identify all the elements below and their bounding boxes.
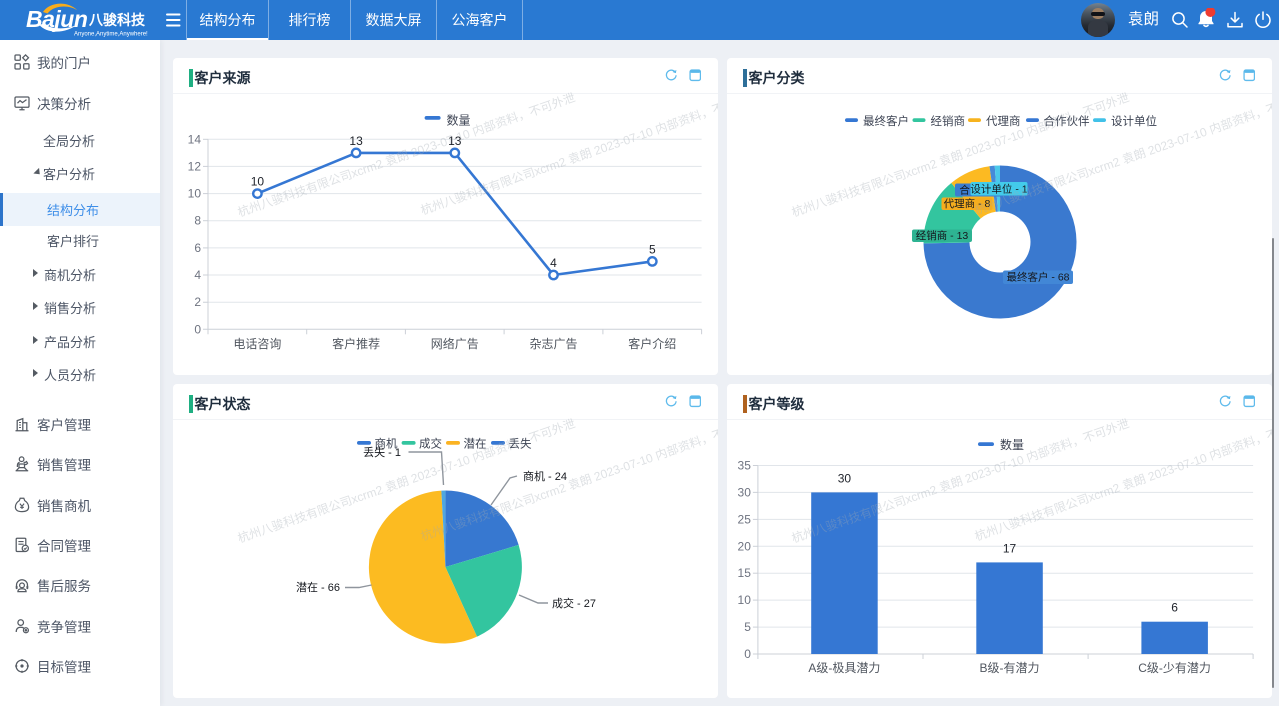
svg-text:客户推荐: 客户推荐 [332, 336, 380, 351]
svg-text:潜在: 潜在 [464, 436, 487, 450]
svg-text:丢失: 丢失 [509, 437, 532, 450]
svg-text:合作伙伴: 合作伙伴 [1044, 114, 1090, 128]
svg-text:14: 14 [188, 132, 202, 146]
svg-text:10: 10 [251, 175, 265, 189]
svg-text:八骏科技: 八骏科技 [88, 12, 146, 28]
svg-text:丢失 - 1: 丢失 - 1 [363, 446, 401, 459]
svg-text:5: 5 [649, 242, 656, 256]
svg-text:B级-有潜力: B级-有潜力 [979, 661, 1039, 675]
svg-text:C级-少有潜力: C级-少有潜力 [1138, 661, 1211, 675]
svg-text:杂志广告: 杂志广告 [529, 337, 577, 351]
svg-text:最终客户: 最终客户 [863, 114, 909, 128]
svg-text:设计单位: 设计单位 [1111, 114, 1157, 128]
svg-text:经销商 - 13: 经销商 - 13 [916, 229, 969, 242]
svg-text:35: 35 [738, 459, 752, 473]
svg-text:4: 4 [194, 268, 201, 282]
svg-text:数量: 数量 [1000, 437, 1024, 452]
svg-text:潜在 - 66: 潜在 - 66 [296, 580, 340, 594]
svg-text:8: 8 [194, 214, 201, 228]
svg-text:13: 13 [349, 134, 363, 148]
svg-text:25: 25 [738, 512, 752, 526]
svg-text:5: 5 [744, 620, 751, 634]
svg-text:30: 30 [738, 485, 752, 499]
svg-text:0: 0 [194, 322, 201, 336]
svg-text:网络广告: 网络广告 [431, 336, 479, 351]
svg-text:A级-极具潜力: A级-极具潜力 [808, 661, 880, 675]
svg-text:6: 6 [194, 241, 201, 255]
svg-text:设计单位 - 1: 设计单位 - 1 [970, 182, 1027, 195]
svg-text:15: 15 [738, 566, 752, 580]
svg-text:6: 6 [1171, 601, 1178, 615]
svg-text:10: 10 [188, 187, 202, 201]
svg-text:20: 20 [738, 539, 752, 553]
svg-text:Bajun: Bajun [26, 6, 88, 32]
svg-text:客户介绍: 客户介绍 [628, 336, 676, 351]
svg-text:0: 0 [744, 647, 751, 661]
svg-text:最终客户 - 68: 最终客户 - 68 [1006, 271, 1069, 284]
svg-text:代理商 - 8: 代理商 - 8 [944, 197, 991, 210]
svg-text:12: 12 [188, 159, 202, 173]
svg-text:30: 30 [838, 471, 852, 485]
svg-text:代理商: 代理商 [986, 114, 1021, 128]
svg-text:10: 10 [738, 593, 752, 607]
svg-text:成交 - 27: 成交 - 27 [552, 596, 596, 610]
svg-text:商机 - 24: 商机 - 24 [523, 469, 567, 483]
svg-text:经销商: 经销商 [931, 114, 966, 128]
svg-text:Anyone,Anytime,Anywhere!: Anyone,Anytime,Anywhere! [74, 32, 148, 38]
svg-text:商机: 商机 [375, 436, 398, 450]
svg-text:17: 17 [1003, 541, 1017, 555]
svg-text:4: 4 [550, 256, 557, 270]
svg-text:2: 2 [194, 295, 201, 309]
svg-text:成交: 成交 [419, 436, 442, 450]
svg-text:13: 13 [448, 134, 462, 148]
svg-text:数量: 数量 [447, 112, 471, 127]
svg-text:电话咨询: 电话咨询 [233, 336, 281, 351]
